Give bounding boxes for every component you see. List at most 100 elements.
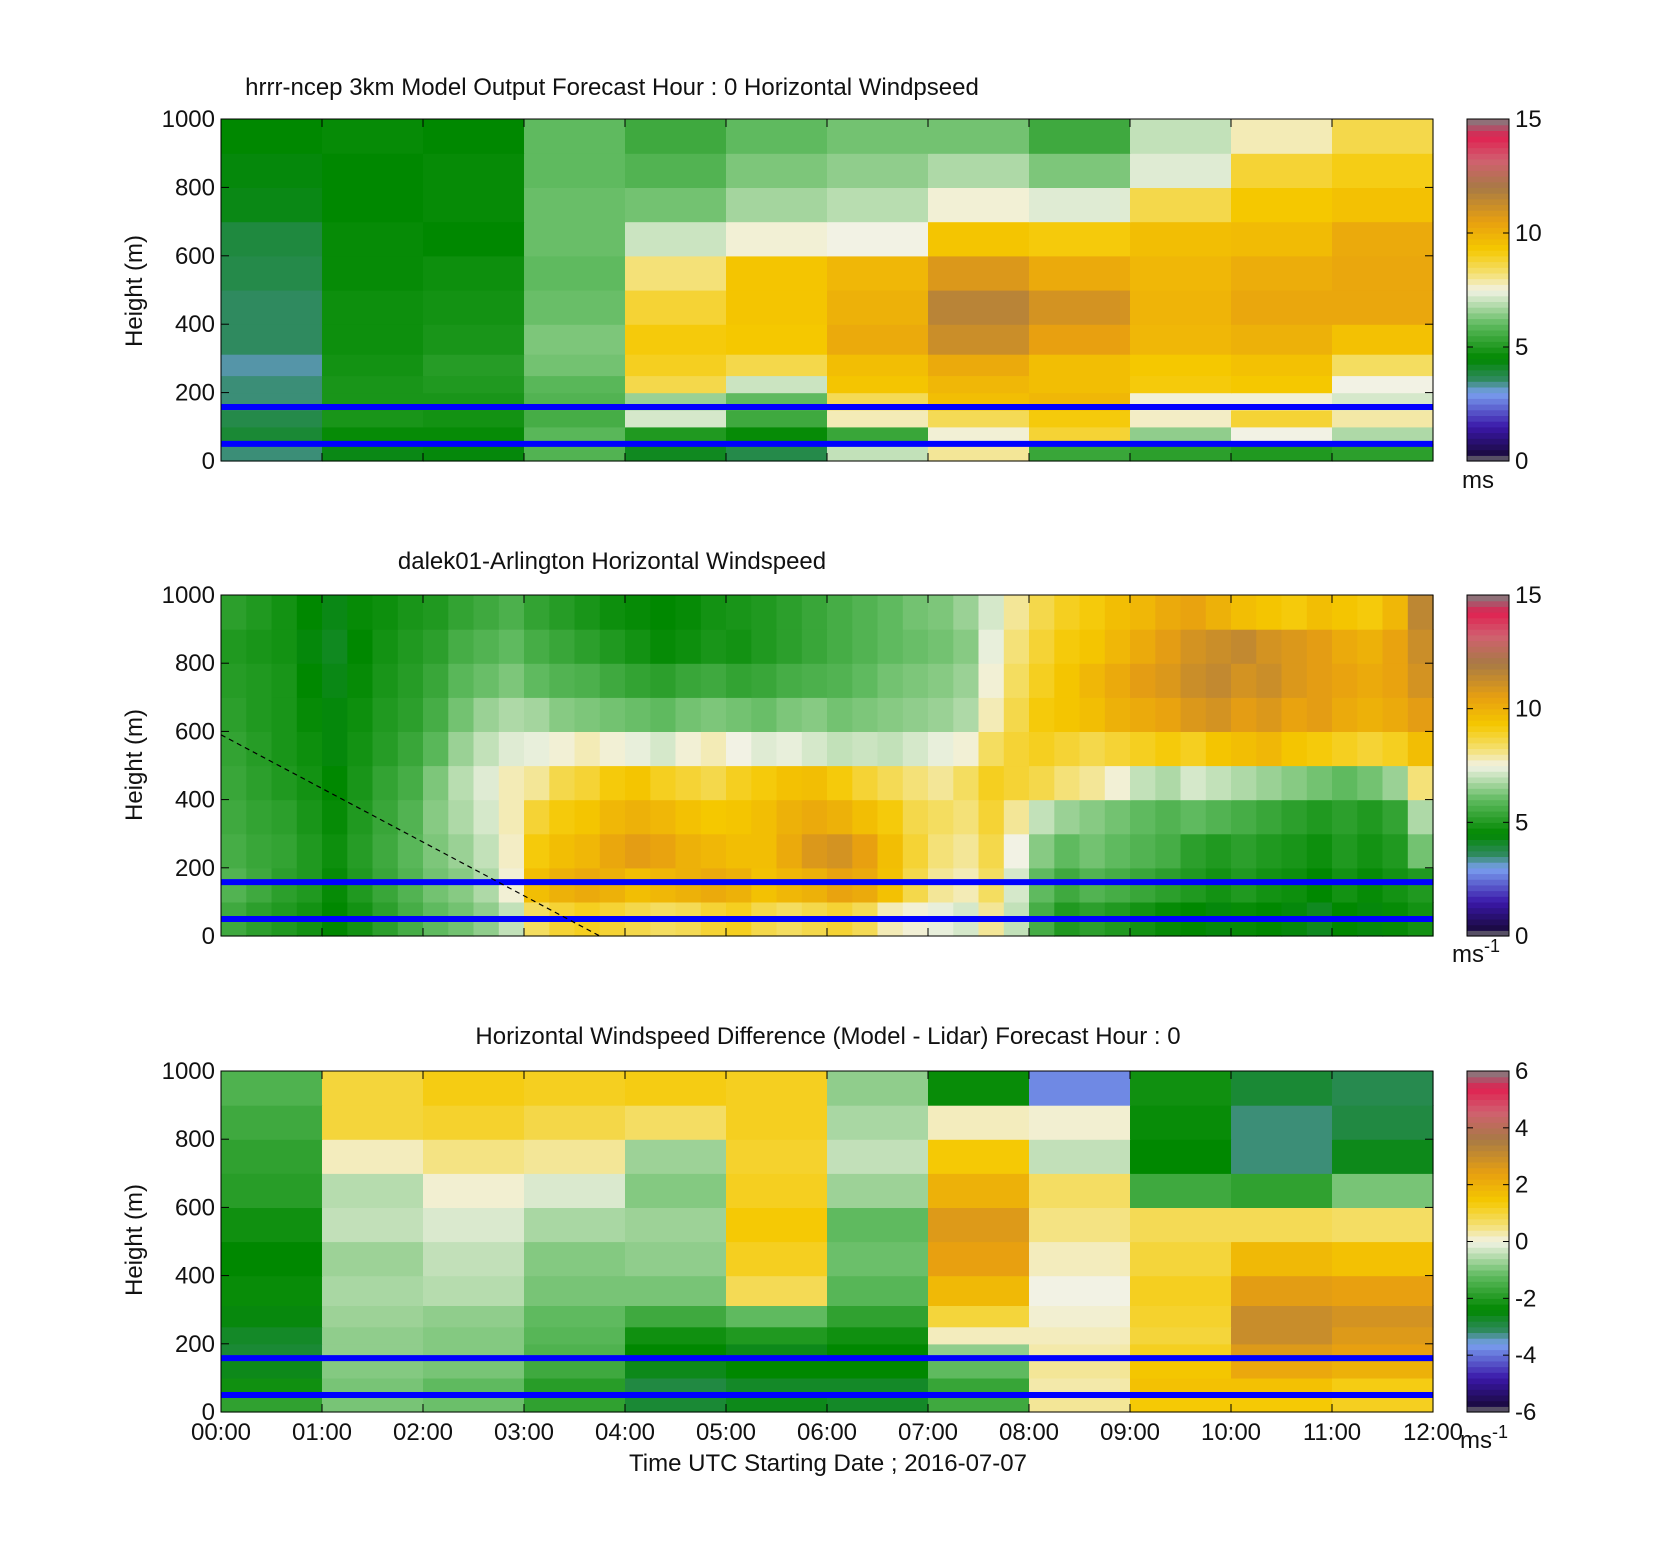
- colorbar-segment: [1467, 839, 1509, 846]
- heatmap-cell: [524, 697, 550, 732]
- heatmap-cell: [347, 697, 374, 732]
- heatmap-cell: [953, 629, 980, 664]
- heatmap-cell: [1231, 1207, 1333, 1243]
- heatmap-cell: [827, 1360, 929, 1379]
- heatmap-cell: [1029, 187, 1131, 223]
- heatmap-cell: [1130, 1360, 1232, 1379]
- colorbar-segment: [1467, 890, 1509, 897]
- heatmap-cell: [322, 1305, 424, 1328]
- heatmap-cell: [1407, 697, 1434, 732]
- heatmap-cell: [928, 324, 1030, 355]
- colorbar-segment: [1467, 130, 1509, 137]
- heatmap-cell: [524, 765, 550, 801]
- colorbar-segment: [1467, 136, 1509, 143]
- heatmap-cell: [1231, 1377, 1333, 1396]
- heatmap-cell: [448, 629, 475, 664]
- heatmap-cell: [1256, 697, 1283, 732]
- heatmap-cell: [322, 375, 424, 394]
- heatmap-cell: [1231, 290, 1333, 325]
- heatmap-cell: [372, 867, 399, 903]
- colorbar-segment: [1467, 822, 1509, 829]
- colorbar-segment: [1467, 415, 1509, 422]
- heatmap-cell: [1054, 867, 1081, 903]
- heatmap-cell: [296, 765, 323, 801]
- heatmap-cell: [322, 255, 424, 291]
- heatmap-cell: [1382, 697, 1409, 732]
- colorbar-segment: [1467, 1275, 1509, 1282]
- colorbar-segment: [1467, 612, 1509, 619]
- heatmap-cell: [1231, 1275, 1333, 1306]
- heatmap-cell: [1130, 443, 1232, 462]
- heatmap-cell: [776, 867, 803, 903]
- heatmap-cell: [726, 1377, 828, 1396]
- heatmap-cell: [524, 354, 626, 377]
- heatmap-cell: [625, 443, 727, 462]
- heatmap-cell: [271, 697, 298, 732]
- heatmap-cell: [776, 765, 803, 801]
- colorbar-segment: [1467, 307, 1509, 314]
- heatmap-cell: [397, 663, 424, 698]
- heatmap-cell: [524, 187, 626, 223]
- colorbar-segment: [1467, 358, 1509, 365]
- y-tick-label: 600: [175, 1194, 215, 1221]
- colorbar-segment: [1467, 278, 1509, 285]
- heatmap-cell: [549, 867, 576, 903]
- colorbar-segment: [1467, 1218, 1509, 1226]
- heatmap-cell: [524, 409, 626, 428]
- heatmap-cell: [902, 833, 929, 869]
- heatmap-cell: [221, 629, 247, 664]
- heatmap-cell: [524, 426, 626, 445]
- heatmap-cell: [650, 595, 677, 630]
- colorbar-segment: [1467, 714, 1509, 721]
- heatmap-cell: [524, 153, 626, 188]
- heatmap-cell: [650, 867, 677, 903]
- colorbar-segment: [1467, 352, 1509, 359]
- heatmap-cell: [1029, 354, 1131, 377]
- heatmap-cell: [1155, 799, 1182, 835]
- heatmap-cell: [625, 119, 727, 154]
- heatmap-cell: [397, 799, 424, 835]
- heatmap-cell: [928, 1071, 1030, 1106]
- colorbar-segment: [1467, 124, 1509, 131]
- heatmap-cell: [675, 799, 702, 835]
- colorbar-segment: [1467, 1304, 1509, 1311]
- heatmap-cell: [726, 1071, 828, 1106]
- heatmap-cell: [1104, 867, 1131, 903]
- heatmap-cell: [801, 663, 828, 698]
- heatmap-cell: [1130, 1395, 1232, 1413]
- heatmap-cell: [397, 629, 424, 664]
- heatmap-cell: [1003, 833, 1030, 869]
- heatmap-cell: [1003, 663, 1030, 698]
- colorbar-segment: [1467, 771, 1509, 778]
- x-tick-label: 12:00: [1403, 1419, 1463, 1446]
- colorbar-unit-sup: -1: [1484, 936, 1500, 956]
- heatmap-cell: [498, 731, 525, 767]
- heatmap-cell: [928, 595, 954, 630]
- heatmap-cell: [1029, 409, 1131, 428]
- colorbar-segment: [1467, 1281, 1509, 1288]
- heatmap-cell: [347, 799, 374, 835]
- heatmap-cell: [675, 731, 702, 767]
- colorbar-segment: [1467, 147, 1509, 154]
- colorbar-segment: [1467, 742, 1509, 750]
- heatmap-cell: [221, 221, 323, 257]
- heatmap-cell: [801, 629, 828, 664]
- heatmap-cell: [726, 443, 828, 462]
- heatmap-cell: [625, 1305, 727, 1328]
- heatmap-cell: [296, 697, 323, 732]
- colorbar-segment: [1467, 1105, 1509, 1112]
- heatmap-cell: [322, 409, 424, 428]
- heatmap-cell: [246, 731, 273, 767]
- heatmap-cell: [1003, 697, 1030, 732]
- heatmap-cell: [1155, 731, 1182, 767]
- heatmap-cell: [978, 765, 1005, 801]
- heatmap-cell: [271, 867, 298, 903]
- heatmap-cell: [1332, 255, 1434, 291]
- y-axis-label: Height (m): [121, 235, 148, 347]
- heatmap-cell: [1104, 697, 1131, 732]
- heatmap-cell: [322, 1139, 424, 1174]
- heatmap-cell: [928, 290, 1030, 325]
- heatmap-cell: [726, 409, 828, 428]
- heatmap-cell: [347, 629, 374, 664]
- heatmap-cell: [1130, 595, 1156, 630]
